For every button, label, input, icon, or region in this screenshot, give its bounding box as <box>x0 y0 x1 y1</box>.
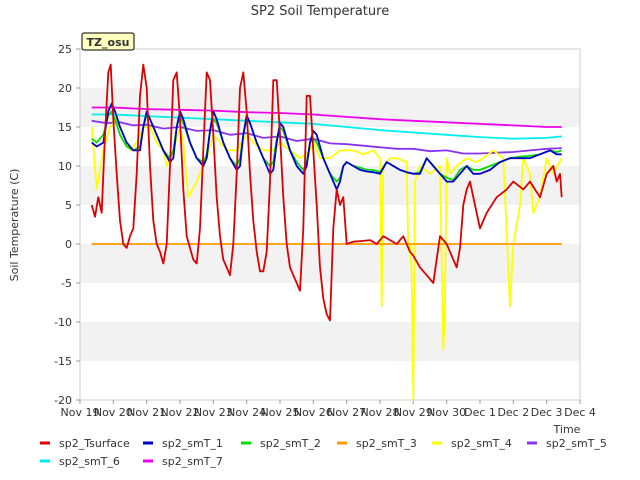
x-tick-label: Dec 3 <box>531 406 563 419</box>
series-lines <box>90 63 563 401</box>
grid-band <box>80 205 580 244</box>
y-axis-label: Soil Temperature (C) <box>8 169 21 282</box>
x-tick-label: Nov 26 <box>294 406 333 419</box>
y-tick-label: 10 <box>58 160 72 173</box>
x-tick-label: Nov 30 <box>427 406 466 419</box>
series-line-sp2_Tsurface <box>90 63 563 322</box>
grid-band <box>80 361 580 400</box>
legend-label: sp2_smT_6 <box>59 455 120 468</box>
x-tick-label: Nov 22 <box>161 406 200 419</box>
series-line-sp2_smT_4 <box>90 118 563 401</box>
y-tick-label: -10 <box>54 316 72 329</box>
x-tick-label: Nov 29 <box>394 406 433 419</box>
grid-band <box>80 127 580 166</box>
legend-label: sp2_Tsurface <box>59 437 130 450</box>
legend-label: sp2_smT_4 <box>451 437 512 450</box>
legend-label: sp2_smT_7 <box>162 455 223 468</box>
legend-label: sp2_smT_1 <box>162 437 223 450</box>
chart-title: SP2 Soil Temperature <box>251 4 389 19</box>
legend-label: sp2_smT_2 <box>260 437 321 450</box>
grid-band <box>80 49 580 88</box>
x-tick-label: Nov 28 <box>361 406 400 419</box>
y-tick-label: 20 <box>58 82 72 95</box>
grid-band <box>80 244 580 283</box>
y-tick-label: -5 <box>61 277 72 290</box>
x-tick-label: Nov 19 <box>61 406 100 419</box>
y-tick-label: 25 <box>58 43 72 56</box>
x-tick-label: Dec 4 <box>564 406 596 419</box>
x-tick-label: Nov 20 <box>94 406 133 419</box>
y-tick-label: -15 <box>54 355 72 368</box>
series-line-sp2_smT_7 <box>91 106 562 128</box>
tz-annotation-badge: TZ_osu <box>81 32 135 51</box>
series-line-sp2_smT_1 <box>91 102 562 191</box>
series-line-sp2_smT_6 <box>91 113 562 140</box>
y-tick-label: 5 <box>65 199 72 212</box>
y-tick-label: 0 <box>65 238 72 251</box>
plot-frame <box>79 48 581 401</box>
plot-background-bands <box>80 49 580 400</box>
x-axis-label: Time <box>553 423 581 436</box>
y-tick-label: -20 <box>54 394 72 407</box>
grid-band <box>80 88 580 127</box>
legend-label: sp2_smT_3 <box>356 437 417 450</box>
x-tick-label: Nov 24 <box>227 406 266 419</box>
annotation-text: TZ_osu <box>87 36 130 49</box>
x-tick-label: Dec 1 <box>464 406 496 419</box>
y-tick-label: 15 <box>58 121 72 134</box>
annotation-box <box>81 32 135 51</box>
x-tick-label: Nov 21 <box>127 406 166 419</box>
x-tick-label: Dec 2 <box>497 406 529 419</box>
x-tick-label: Nov 25 <box>261 406 300 419</box>
legend-label: sp2_smT_5 <box>546 437 607 450</box>
x-tick-label: Nov 27 <box>327 406 366 419</box>
series-line-sp2_smT_5 <box>91 119 562 155</box>
x-tick-label: Nov 23 <box>194 406 233 419</box>
grid-band <box>80 322 580 361</box>
legend: sp2_Tsurface sp2_smT_1 sp2_smT_2 sp2_smT_3 s… <box>40 437 607 468</box>
